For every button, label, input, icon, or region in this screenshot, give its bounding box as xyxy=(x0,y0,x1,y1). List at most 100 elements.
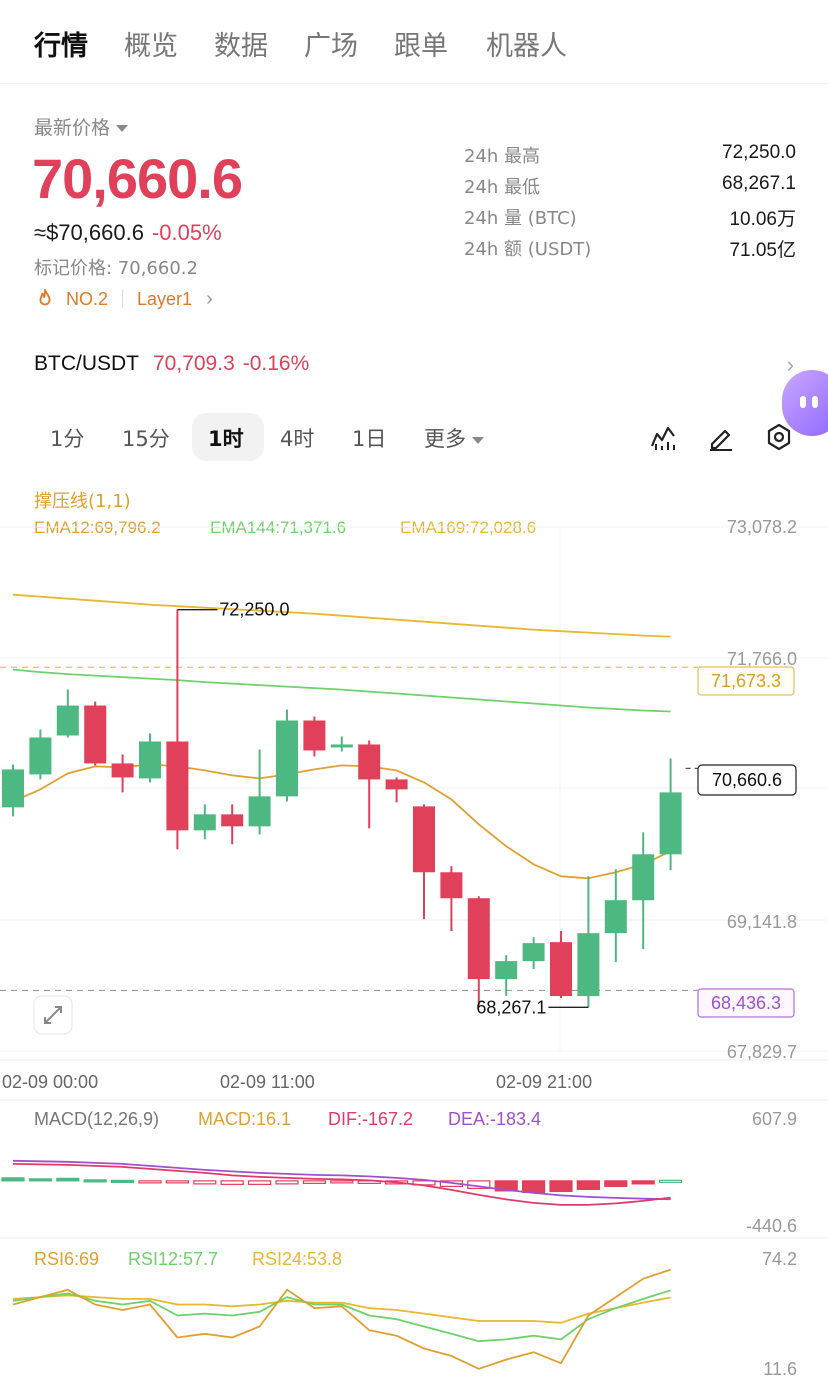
stat-turnover: 24h 额 (USDT) 71.05亿 xyxy=(464,239,796,261)
timeframe-15m[interactable]: 15分 xyxy=(122,427,170,451)
latest-price-label: 最新价格 xyxy=(34,117,111,139)
candle-body xyxy=(413,806,435,873)
indicator-icon[interactable] xyxy=(648,422,678,452)
support-resistance-label: 撑压线(1,1) xyxy=(34,491,131,512)
rsi6-label: RSI6:69 xyxy=(34,1249,99,1269)
macd-label: MACD(12,26,9) xyxy=(34,1109,159,1129)
timeframe-4h[interactable]: 4时 xyxy=(280,427,315,451)
candle-body xyxy=(467,898,490,980)
change-percent: -0.05% xyxy=(151,220,222,245)
stat-volume: 24h 量 (BTC) 10.06万 xyxy=(464,208,796,230)
candle-body xyxy=(56,705,79,736)
resistance-price-label: 71,673.3 xyxy=(711,671,781,691)
rsi-panel xyxy=(12,1268,671,1370)
macd-bar xyxy=(83,1179,107,1183)
candle-body xyxy=(111,763,134,778)
macd-bar xyxy=(521,1180,546,1193)
x-tick: 02-09 11:00 xyxy=(220,1072,315,1092)
timeframe-more[interactable]: 更多 xyxy=(424,423,484,453)
tab-overview[interactable]: 概览 xyxy=(124,31,178,62)
tag-row[interactable]: NO.2 Layer1 › xyxy=(34,286,213,312)
active-timeframe-pill xyxy=(192,413,264,461)
tag-divider xyxy=(122,290,124,308)
dea-label: DEA:-183.4 xyxy=(448,1109,541,1129)
category-tag[interactable]: Layer1 xyxy=(137,288,193,309)
candles xyxy=(2,609,682,1008)
usd-price-row: ≈$70,660.6 -0.05% xyxy=(34,220,222,246)
macd-bar xyxy=(165,1180,189,1184)
rsi24-line xyxy=(12,1294,671,1324)
pair-change: -0.16% xyxy=(242,352,310,375)
macd-y-bottom: -440.6 xyxy=(746,1216,797,1236)
tab-square[interactable]: 广场 xyxy=(304,31,358,62)
top-tab-bar: 行情 概览 数据 广场 跟单 机器人 xyxy=(0,0,828,84)
macd-bar xyxy=(549,1180,573,1192)
macd-value-label: MACD:16.1 xyxy=(198,1109,291,1129)
candle-body xyxy=(522,943,545,962)
chart-grid xyxy=(0,526,828,1239)
macd-bar xyxy=(138,1180,162,1184)
chevron-right-icon[interactable]: › xyxy=(206,287,213,310)
tab-data[interactable]: 数据 xyxy=(214,31,268,62)
draw-pen-icon[interactable] xyxy=(706,422,736,452)
macd-panel xyxy=(1,1159,683,1206)
timeframe-1d[interactable]: 1日 xyxy=(352,427,387,451)
macd-bar xyxy=(248,1180,272,1185)
rsi-y-bottom: 11.6 xyxy=(763,1359,797,1379)
chevron-right-icon[interactable]: › xyxy=(786,352,794,377)
macd-bar xyxy=(604,1180,628,1187)
kline-chart[interactable]: 撑压线(1,1) EMA12:69,796.2 EMA144:71,371.6 … xyxy=(0,480,828,1379)
macd-y-top: 607.9 xyxy=(752,1109,797,1129)
latest-price-selector[interactable]: 最新价格 xyxy=(34,113,129,140)
macd-bar xyxy=(56,1177,80,1182)
expand-icon xyxy=(44,1006,62,1024)
tab-market[interactable]: 行情 xyxy=(34,31,88,62)
x-tick: 02-09 00:00 xyxy=(2,1072,98,1092)
settings-gear-icon[interactable] xyxy=(764,422,794,452)
macd-bar xyxy=(193,1180,217,1185)
candle-body xyxy=(550,942,572,997)
macd-bar xyxy=(275,1180,299,1185)
candle-body xyxy=(495,961,518,980)
candle-body xyxy=(604,900,627,934)
macd-bar xyxy=(576,1180,601,1190)
x-tick: 02-09 21:00 xyxy=(496,1072,592,1092)
candle-body xyxy=(385,779,408,790)
caret-down-icon xyxy=(472,436,484,444)
stat-high: 24h 最高 72,250.0 xyxy=(464,142,796,167)
tab-copy-trade[interactable]: 跟单 xyxy=(394,31,448,62)
macd-bar xyxy=(1,1177,25,1182)
dea-line xyxy=(12,1159,671,1201)
support-price-label: 68,436.3 xyxy=(711,993,781,1013)
candle-body xyxy=(303,720,326,751)
y-tick: 69,141.8 xyxy=(727,912,797,932)
timeframe-1m[interactable]: 1分 xyxy=(50,427,85,451)
macd-bar xyxy=(302,1180,326,1184)
candle-body xyxy=(29,737,52,775)
macd-bar xyxy=(110,1179,135,1183)
flame-icon xyxy=(39,288,51,306)
candle-body xyxy=(577,933,600,997)
candle-body xyxy=(248,796,271,827)
ema12-line xyxy=(12,763,671,880)
candle-body xyxy=(2,769,24,808)
timeframe-1h[interactable]: 1时 xyxy=(208,427,244,451)
candle-body xyxy=(276,720,298,797)
ema-lines xyxy=(0,593,698,992)
annotations: 72,250.0 68,267.1 xyxy=(177,600,698,1017)
rsi24-label: RSI24:53.8 xyxy=(252,1249,342,1269)
caret-down-icon xyxy=(116,125,129,132)
macd-bar xyxy=(28,1178,52,1182)
candle-body xyxy=(84,705,107,764)
pair-row[interactable]: BTC/USDT 70,709.3 -0.16% › xyxy=(34,352,794,382)
ema144-line xyxy=(12,668,671,713)
rsi6-line xyxy=(12,1268,671,1370)
tab-bot[interactable]: 机器人 xyxy=(486,31,567,62)
candle-body xyxy=(193,814,216,831)
assistant-bubble-icon[interactable] xyxy=(782,370,828,436)
last-price-tag xyxy=(697,764,797,796)
stat-low: 24h 最低 68,267.1 xyxy=(464,173,796,198)
support-price-tag xyxy=(697,988,795,1018)
rank-tag[interactable]: NO.2 xyxy=(66,288,109,309)
dif-line xyxy=(12,1163,671,1206)
